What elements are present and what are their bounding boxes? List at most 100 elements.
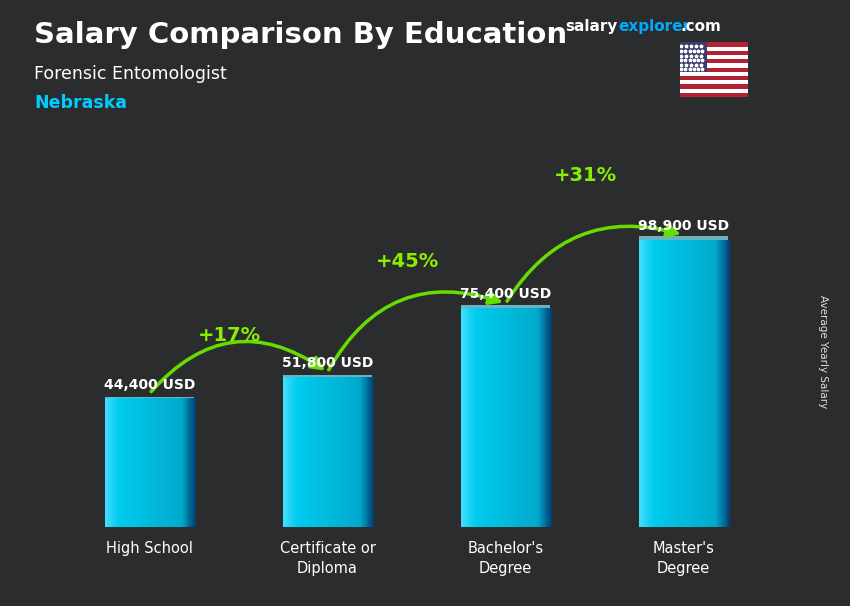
Bar	[550, 308, 552, 527]
Bar	[680, 42, 748, 47]
Bar	[143, 398, 145, 527]
Bar	[688, 239, 690, 527]
Bar	[345, 376, 347, 527]
Bar	[641, 239, 643, 527]
Bar	[512, 308, 514, 527]
Bar	[361, 376, 363, 527]
Bar	[159, 398, 162, 527]
Bar	[139, 398, 141, 527]
Bar	[105, 398, 107, 527]
Bar	[670, 239, 672, 527]
Bar	[360, 376, 361, 527]
Text: Salary Comparison By Education: Salary Comparison By Education	[34, 21, 567, 49]
Bar	[187, 398, 189, 527]
Bar	[352, 376, 354, 527]
Bar	[508, 308, 510, 527]
Bar	[363, 376, 365, 527]
Bar	[708, 239, 711, 527]
Bar	[532, 308, 534, 527]
Bar	[292, 376, 294, 527]
Bar	[717, 239, 719, 527]
Bar	[716, 239, 717, 527]
Bar	[468, 308, 470, 527]
Bar	[523, 308, 525, 527]
Bar	[332, 376, 334, 527]
Bar	[165, 398, 167, 527]
Bar	[170, 398, 173, 527]
Bar	[326, 376, 329, 527]
Bar	[680, 47, 748, 51]
Bar	[492, 308, 494, 527]
Text: 98,900 USD: 98,900 USD	[638, 219, 729, 233]
Bar	[680, 88, 748, 93]
Bar	[134, 398, 136, 527]
Bar	[659, 239, 661, 527]
Bar	[494, 308, 496, 527]
Bar	[467, 308, 468, 527]
Bar	[503, 308, 505, 527]
Bar	[547, 308, 548, 527]
Bar	[178, 398, 179, 527]
Bar	[461, 305, 550, 308]
Bar	[136, 398, 138, 527]
Bar	[679, 239, 681, 527]
Text: +17%: +17%	[198, 326, 261, 345]
Bar	[680, 51, 748, 55]
Bar	[518, 308, 519, 527]
Bar	[676, 239, 677, 527]
Bar	[119, 398, 122, 527]
Bar	[650, 239, 652, 527]
Bar	[665, 239, 666, 527]
Bar	[110, 398, 112, 527]
Bar	[147, 398, 149, 527]
Bar	[680, 64, 748, 68]
Bar	[706, 239, 709, 527]
Bar	[172, 398, 174, 527]
Bar	[699, 239, 701, 527]
Bar	[690, 239, 692, 527]
Bar	[370, 376, 372, 527]
Bar	[355, 376, 358, 527]
Bar	[526, 308, 529, 527]
Bar	[372, 376, 374, 527]
Bar	[680, 84, 748, 88]
Bar	[167, 398, 169, 527]
Bar	[305, 376, 307, 527]
Bar	[661, 239, 663, 527]
Bar	[132, 398, 134, 527]
Bar	[655, 239, 658, 527]
Bar	[483, 308, 485, 527]
Text: +31%: +31%	[554, 166, 617, 185]
Bar	[663, 239, 665, 527]
Bar	[128, 398, 131, 527]
Bar	[144, 398, 147, 527]
Bar	[343, 376, 345, 527]
Bar	[701, 239, 703, 527]
Bar	[516, 308, 518, 527]
Bar	[528, 308, 530, 527]
Bar	[183, 398, 185, 527]
Bar	[296, 376, 297, 527]
Bar	[473, 308, 476, 527]
Text: salary: salary	[565, 19, 618, 35]
Bar	[710, 239, 712, 527]
Bar	[475, 308, 478, 527]
Text: Nebraska: Nebraska	[34, 94, 127, 112]
Bar	[496, 308, 498, 527]
Text: .com: .com	[681, 19, 722, 35]
Text: 51,800 USD: 51,800 USD	[281, 356, 373, 370]
Bar	[639, 239, 641, 527]
Bar	[672, 239, 674, 527]
Bar	[681, 239, 683, 527]
Bar	[680, 68, 748, 72]
Bar	[727, 239, 728, 527]
Bar	[694, 239, 696, 527]
Bar	[507, 308, 508, 527]
Bar	[643, 239, 645, 527]
Bar	[154, 398, 156, 527]
Bar	[336, 376, 337, 527]
Bar	[472, 308, 474, 527]
Bar	[127, 398, 129, 527]
Bar	[347, 376, 348, 527]
Bar	[486, 308, 489, 527]
